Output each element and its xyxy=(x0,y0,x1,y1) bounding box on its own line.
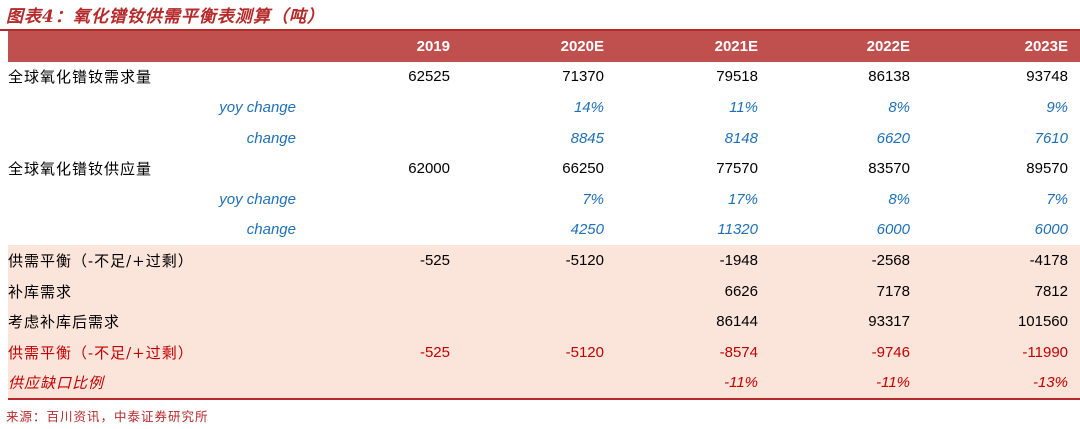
table-cell: 9% xyxy=(1046,98,1068,116)
table-cell: 7812 xyxy=(922,275,1080,307)
table-cell: 11% xyxy=(729,98,758,116)
row-label: change xyxy=(246,221,296,239)
table-cell: 86138 xyxy=(868,68,910,86)
table-row: 全球氧化镨钕需求量 62525 71370 79518 86138 93748 xyxy=(8,62,1080,93)
table-cell: -11990 xyxy=(922,336,1080,368)
table-cell xyxy=(308,123,462,154)
page-title: 图表4：氧化镨钕供需平衡表测算（吨） xyxy=(6,7,325,27)
column-header: 2019 xyxy=(308,31,462,62)
table-cell xyxy=(308,92,462,123)
table-cell: 6626 xyxy=(616,275,770,307)
table-cell: 8845 xyxy=(570,129,604,147)
table-cell: -525 xyxy=(308,245,462,276)
table-row: 供需平衡（-不足/+过剩） -525 -5120 -1948 -2568 -41… xyxy=(8,245,1080,276)
table-row: 考虑补库后需求 86144 93317 101560 xyxy=(8,306,1080,337)
table-cell: -1948 xyxy=(616,245,770,276)
table-cell: 7% xyxy=(582,190,604,208)
row-label: 供需平衡（-不足/+过剩） xyxy=(8,245,308,276)
table-cell: 17% xyxy=(727,190,758,208)
table-cell xyxy=(308,275,462,307)
table-row: yoy change 7% 17% 8% 7% xyxy=(8,184,1080,215)
row-label: 补库需求 xyxy=(8,275,308,307)
column-header: 2023E xyxy=(922,31,1080,62)
table-cell: -2568 xyxy=(770,245,922,276)
table-header-row: 2019 2020E 2021E 2022E 2023E xyxy=(8,31,1080,62)
title-divider xyxy=(0,29,1080,31)
row-label: yoy change xyxy=(219,190,296,208)
table-cell: 4250 xyxy=(570,221,604,239)
table-cell: -525 xyxy=(308,336,462,368)
table-cell: -13% xyxy=(922,367,1080,401)
row-label: 全球氧化镨钕供应量 xyxy=(8,160,153,179)
table-row: 供需平衡（-不足/+过剩） -525 -5120 -8574 -9746 -11… xyxy=(8,336,1080,368)
table-cell: 7% xyxy=(1046,190,1068,208)
table-cell: 6620 xyxy=(876,129,910,147)
row-label: 全球氧化镨钕需求量 xyxy=(8,68,153,87)
table-cell: -5120 xyxy=(462,336,616,368)
table-cell: 79518 xyxy=(716,68,758,86)
table-cell: 6000 xyxy=(876,221,910,239)
table-row: yoy change 14% 11% 8% 9% xyxy=(8,92,1080,123)
table-cell xyxy=(308,367,462,401)
table-cell: 93317 xyxy=(770,306,922,337)
table-cell: 83570 xyxy=(868,160,910,178)
table-cell: 89570 xyxy=(1026,160,1068,178)
table-cell: -11% xyxy=(616,367,770,401)
table-cell: 8% xyxy=(888,98,910,116)
table-cell: 7178 xyxy=(770,275,922,307)
table-cell: 62525 xyxy=(408,68,450,86)
table-cell: 66250 xyxy=(562,160,604,178)
row-label: yoy change xyxy=(219,98,296,116)
table-cell: 6000 xyxy=(1034,221,1068,239)
table-cell: -4178 xyxy=(922,245,1080,276)
table-cell xyxy=(462,275,616,307)
row-label: 供需平衡（-不足/+过剩） xyxy=(8,336,308,368)
table-cell xyxy=(462,367,616,401)
table-cell: 11320 xyxy=(717,221,758,239)
table-cell: -11% xyxy=(770,367,922,401)
table-cell xyxy=(462,306,616,337)
column-header: 2022E xyxy=(770,31,922,62)
table-cell: 71370 xyxy=(562,68,604,86)
table-cell: 101560 xyxy=(922,306,1080,337)
table-row: 全球氧化镨钕供应量 62000 66250 77570 83570 89570 xyxy=(8,153,1080,184)
table-cell: 77570 xyxy=(716,160,758,178)
table-cell xyxy=(308,306,462,337)
row-label: change xyxy=(246,129,296,147)
column-header: 2021E xyxy=(616,31,770,62)
table-cell: 8148 xyxy=(724,129,758,147)
table-cell xyxy=(308,215,462,246)
row-label: 考虑补库后需求 xyxy=(8,306,308,337)
balance-table: 2019 2020E 2021E 2022E 2023E 全球氧化镨钕需求量 6… xyxy=(8,31,1080,401)
table-cell: 8% xyxy=(888,190,910,208)
column-header xyxy=(8,31,308,62)
table-cell xyxy=(308,184,462,215)
table-cell: -8574 xyxy=(616,336,770,368)
source-note: 来源：百川资讯，中泰证券研究所 xyxy=(6,409,209,424)
row-label: 供应缺口比例 xyxy=(8,367,308,401)
table-cell: -9746 xyxy=(770,336,922,368)
table-row: 补库需求 6626 7178 7812 xyxy=(8,275,1080,307)
table-cell: 7610 xyxy=(1034,129,1068,147)
table-cell: 86144 xyxy=(616,306,770,337)
table-cell: -5120 xyxy=(462,245,616,276)
column-header: 2020E xyxy=(462,31,616,62)
table-row: change 4250 11320 6000 6000 xyxy=(8,215,1080,246)
table-cell: 14% xyxy=(573,98,604,116)
table-cell: 62000 xyxy=(408,160,450,178)
table-cell: 93748 xyxy=(1026,68,1068,86)
table-row: 供应缺口比例 -11% -11% -13% xyxy=(8,367,1080,401)
table-row: change 8845 8148 6620 7610 xyxy=(8,123,1080,154)
